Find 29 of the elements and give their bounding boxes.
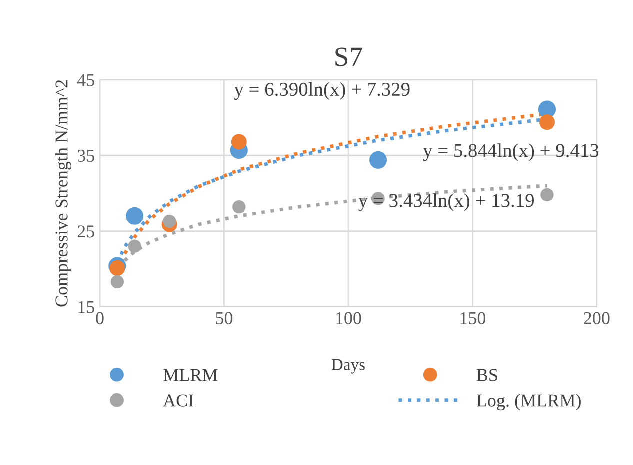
point: [128, 240, 142, 253]
y-tick-label: 35: [78, 150, 94, 162]
annotation: y = 3.434ln(x) + 13.19: [358, 194, 534, 212]
y-tick-label: 45: [77, 74, 94, 86]
legend-label: MLRM: [164, 369, 218, 382]
y-tick-label: 15: [78, 301, 94, 314]
point: [369, 151, 388, 169]
point: [162, 214, 176, 228]
point: [231, 134, 247, 150]
point: [540, 188, 554, 202]
legend-label: Log. (MLRM): [476, 394, 581, 411]
x-tick-label: 150: [460, 312, 486, 324]
y-axis-title: Compressive Strength N/mm^2: [55, 80, 72, 307]
x-tick-label: 200: [584, 312, 610, 324]
point: [110, 260, 126, 276]
point: [126, 207, 144, 225]
legend-label: BS: [476, 369, 498, 382]
x-tick-label: 100: [336, 312, 362, 324]
x-tick-label: 50: [216, 312, 233, 324]
chart-title: S7: [336, 48, 362, 66]
annotation: y = 6.390ln(x) + 7.329: [234, 82, 410, 100]
point: [110, 275, 124, 289]
point: [232, 200, 246, 214]
annotation: y = 5.844ln(x) + 9.413: [423, 144, 599, 162]
y-tick-label: 25: [78, 226, 94, 238]
x-tick-label: 0: [96, 312, 104, 324]
legend-label: ACI: [163, 394, 194, 407]
x-axis-title: Days: [332, 359, 365, 374]
point: [539, 114, 555, 130]
